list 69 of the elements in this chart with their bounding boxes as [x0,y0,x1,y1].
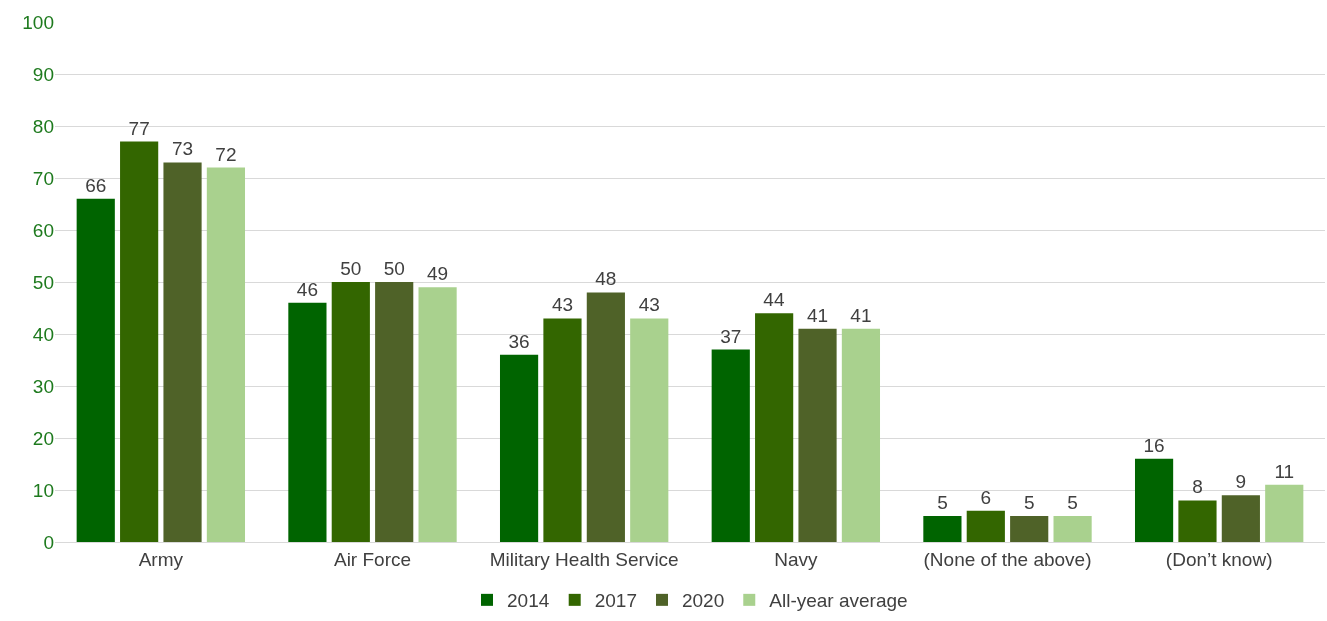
y-tick-label: 100 [22,11,54,33]
bar [630,318,669,542]
bar [120,141,159,542]
y-tick-label: 20 [32,427,54,449]
y-tick-label: 0 [43,531,54,553]
data-label: 73 [171,138,194,160]
x-tick-label: (Don’t know) [1165,548,1273,570]
bar [1053,516,1092,542]
data-label: 41 [806,304,829,326]
bar [331,282,370,542]
data-label: 36 [508,330,530,352]
bar [76,198,115,542]
x-tick-label: Air Force [333,548,412,570]
y-tick-label: 30 [32,375,54,397]
legend-label: 2014 [507,590,550,612]
data-label: 9 [1235,471,1247,493]
bar [288,302,327,542]
data-label: 5 [1067,492,1078,513]
bar [543,318,582,542]
bar [1010,516,1049,542]
bar [375,282,414,542]
data-label: 11 [1274,460,1295,482]
y-tick-label: 50 [32,271,54,293]
bar [1134,458,1174,542]
data-label: 44 [763,289,785,311]
bar [923,516,962,542]
legend-label: 2017 [594,590,637,612]
bar [841,328,881,542]
data-label: 8 [1192,476,1203,498]
bar [798,328,837,542]
data-label: 66 [85,174,107,196]
bar [966,510,1005,542]
bar [206,167,246,542]
y-tick-label: 70 [32,167,54,189]
x-tick-label: Army [138,548,184,570]
data-label: 49 [427,263,449,285]
y-tick-label: 10 [32,479,54,501]
bar [1265,484,1304,542]
data-label: 77 [128,117,150,139]
x-tick-label: (None of the above) [923,548,1092,570]
legend-label: 2020 [681,590,725,612]
bar [1221,495,1260,542]
y-tick-label: 90 [32,63,54,85]
bar [711,349,750,542]
data-label: 43 [638,294,660,316]
bar [418,287,457,542]
y-tick-label: 40 [32,323,54,345]
data-label: 72 [215,143,237,165]
data-label: 6 [980,486,992,508]
x-tick-label: Military Health Service [489,548,679,570]
bar [1178,500,1217,542]
data-label: 16 [1143,434,1165,456]
y-tick-label: 60 [32,219,54,241]
data-label: 5 [1023,492,1035,513]
bar [586,292,625,542]
x-tick-label: Navy [774,548,818,570]
bar [163,162,202,542]
bar [499,354,539,542]
data-label: 50 [340,258,362,279]
bar [755,313,794,542]
y-tick-label: 80 [32,115,54,137]
data-label: 41 [850,304,872,326]
data-label: 5 [937,492,948,513]
data-label: 43 [551,294,574,316]
data-label: 50 [383,258,405,279]
data-label: 46 [296,278,318,300]
data-label: 48 [595,268,617,290]
data-label: 37 [720,325,742,347]
legend-label: All-year average [769,590,908,612]
